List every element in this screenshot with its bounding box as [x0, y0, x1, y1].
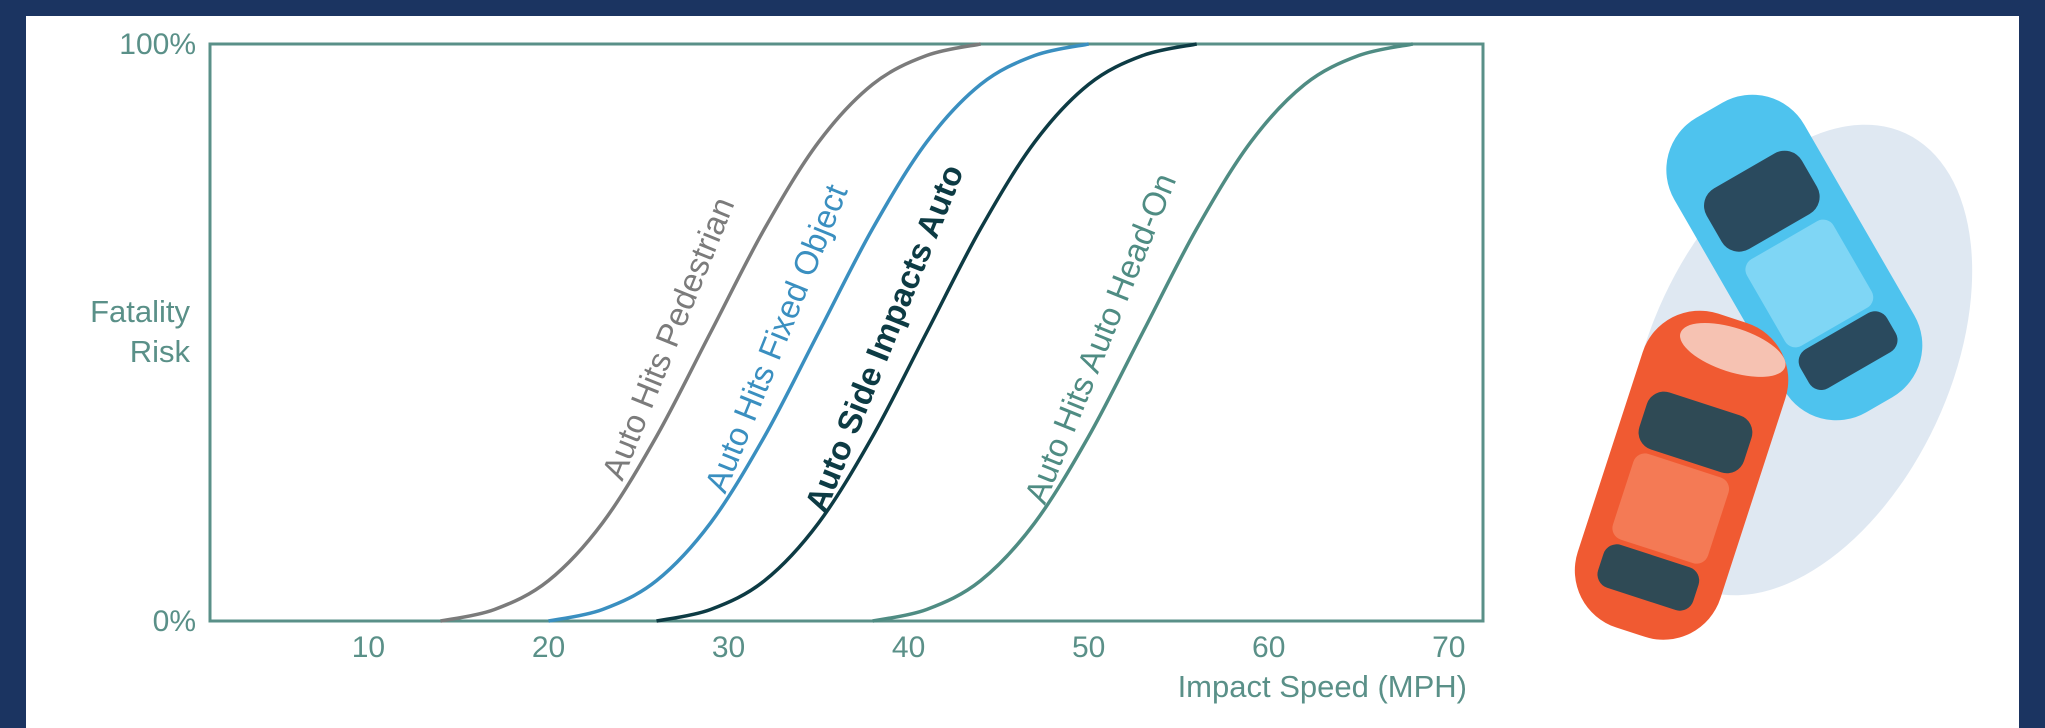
- x-tick-label: 40: [892, 631, 925, 664]
- series-line: [440, 42, 982, 623]
- windshield: [1638, 391, 1753, 474]
- x-tick-label: 20: [532, 631, 565, 664]
- series-line: [872, 42, 1414, 623]
- rear-window: [1798, 311, 1898, 390]
- blue-car: [1666, 94, 1923, 421]
- series-line: [656, 42, 1198, 623]
- car-illustration: [1574, 94, 1973, 640]
- x-tick-label: 60: [1252, 631, 1285, 664]
- x-tick-label: 50: [1072, 631, 1105, 664]
- x-tick-label: 70: [1432, 631, 1465, 664]
- windshield: [1704, 150, 1820, 252]
- y-axis-label: Fatality Risk: [90, 294, 190, 369]
- x-tick-label: 10: [352, 631, 385, 664]
- y-tick-label: 100%: [119, 28, 196, 61]
- x-tick-label: 30: [712, 631, 745, 664]
- roof: [1612, 453, 1730, 564]
- red-car: [1574, 310, 1789, 640]
- crumple: [1680, 322, 1786, 377]
- rear-window: [1597, 544, 1700, 611]
- y-tick-label: 0%: [153, 605, 196, 638]
- series-label: Auto Hits Auto Head-On: [1017, 168, 1183, 508]
- x-axis-label: Impact Speed (MPH): [1178, 669, 1467, 704]
- roof: [1745, 219, 1874, 348]
- plot-frame: [208, 42, 1485, 623]
- series-line: [548, 42, 1090, 623]
